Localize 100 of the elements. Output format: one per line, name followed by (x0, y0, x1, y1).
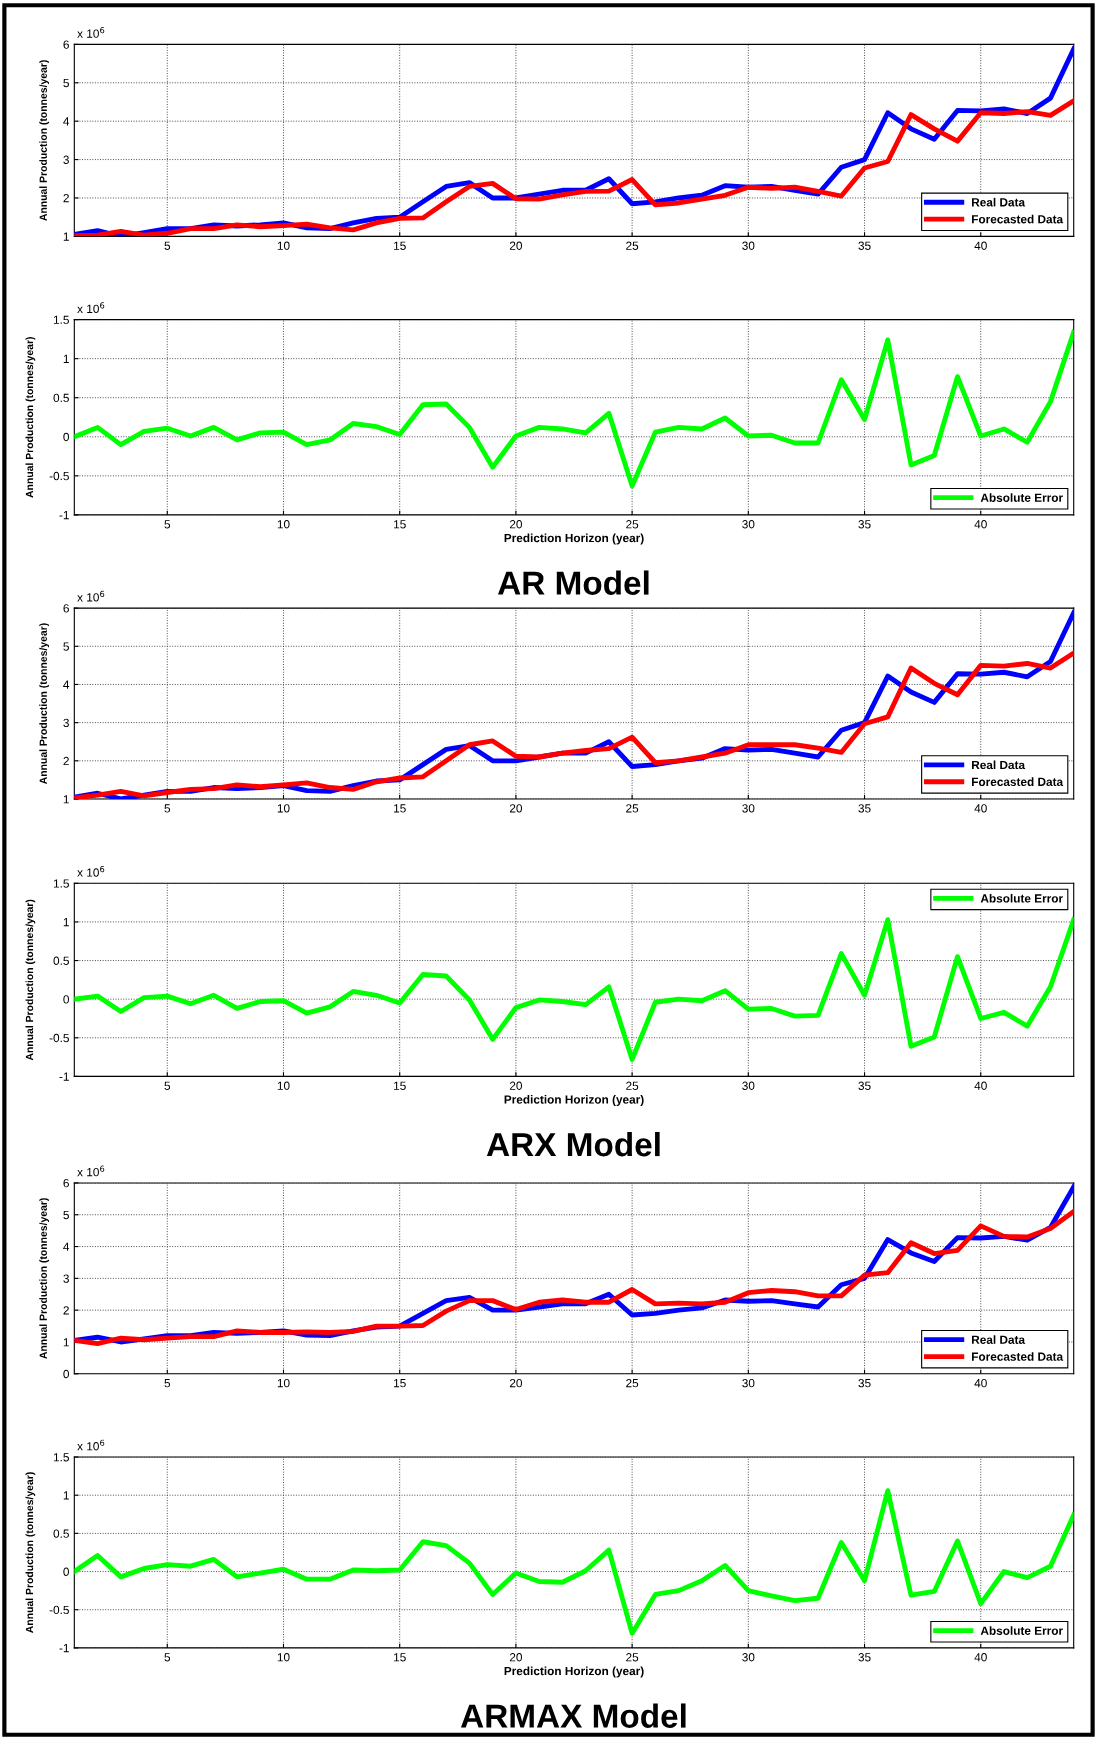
y-tick-label: 0 (63, 1567, 69, 1576)
x-tick-label: 15 (394, 241, 406, 250)
x-tick-label: 35 (858, 241, 871, 250)
x-tick-label: 20 (509, 241, 523, 250)
legend-label: Absolute Error (980, 493, 1063, 502)
text: x 10$^{6}$ (77, 590, 105, 602)
y-axis-title: Annual Production (tonnes/year) (39, 623, 49, 785)
x-tick-label: 15 (394, 804, 406, 813)
x-tick-label: 35 (858, 520, 871, 529)
text: x 10$^{6}$ (77, 1165, 105, 1177)
y-tick-label: 1.5 (53, 1453, 69, 1462)
legend-label: Forecasted Data (972, 777, 1064, 787)
legend-label: Real Data (972, 760, 1026, 770)
line-series (74, 1209, 1074, 1347)
y-tick-label: 2 (63, 1306, 69, 1315)
line-series (74, 917, 1074, 1062)
y-tick-label: 1.5 (53, 315, 69, 324)
x-tick-label: 40 (974, 1653, 987, 1662)
x-tick-label: 35 (858, 804, 871, 813)
x-tick-label: 15 (394, 1653, 406, 1662)
x-tick-label: 10 (277, 241, 290, 250)
x-tick-label: 5 (164, 804, 171, 813)
text: AR Model (498, 570, 649, 595)
x-tick-label: 30 (742, 520, 755, 529)
legend-label: Forecasted Data (972, 214, 1064, 224)
text: ARMAX Model (460, 1703, 686, 1728)
x-tick-label: 15 (394, 1081, 406, 1090)
x-tick-label: 30 (742, 1081, 755, 1090)
y-tick-label: 1 (63, 354, 69, 363)
x-tick-label: 35 (858, 1081, 871, 1090)
y-tick-label: 1 (63, 232, 69, 241)
y-tick-label: 0.5 (53, 956, 69, 965)
legend-label: Absolute Error (980, 893, 1063, 903)
x-tick-label: 25 (626, 520, 639, 529)
x-tick-label: 40 (974, 1081, 987, 1090)
x-tick-label: 10 (277, 520, 290, 529)
y-tick-label: 0.5 (53, 1529, 69, 1538)
x-axis-title: Prediction Horizon (year) (504, 1666, 644, 1678)
text: x 10$^{6}$ (77, 302, 105, 313)
y-tick-label: 0 (63, 432, 69, 442)
x-axis-title: Prediction Horizon (year) (504, 1095, 644, 1107)
y-tick-label: 0 (63, 1369, 69, 1379)
y-tick-label: -1 (59, 1072, 69, 1081)
legend-label: Real Data (972, 197, 1026, 207)
x-tick-label: 15 (394, 520, 406, 529)
x-tick-label: 5 (164, 241, 171, 250)
x-tick-label: 25 (626, 1653, 639, 1662)
x-tick-label: 25 (626, 1378, 639, 1388)
x-tick-label: 40 (974, 241, 987, 250)
y-tick-label: 0 (63, 995, 69, 1004)
y-tick-label: -0.5 (49, 1033, 69, 1043)
x-tick-label: 40 (974, 520, 987, 529)
x-tick-label: 25 (626, 1081, 639, 1090)
x-tick-label: 20 (509, 1653, 523, 1662)
x-tick-label: 5 (164, 1653, 171, 1662)
legend-label: Absolute Error (980, 1626, 1063, 1635)
y-tick-label: 1 (63, 918, 69, 927)
x-tick-label: 30 (742, 1653, 755, 1662)
y-tick-label: 1 (63, 795, 69, 804)
x-tick-label: 10 (277, 1081, 290, 1090)
x-tick-label: 25 (626, 241, 639, 250)
x-tick-label: 35 (858, 1653, 871, 1662)
y-axis-title: Annual Production (tonnes/year) (39, 1198, 49, 1359)
y-tick-label: 1.5 (53, 879, 69, 888)
y-tick-label: 4 (63, 117, 70, 126)
y-tick-label: 1 (63, 1338, 69, 1347)
legend-label: Real Data (972, 1335, 1026, 1344)
x-tick-label: 20 (509, 804, 523, 813)
x-axis-title: Prediction Horizon (year) (504, 533, 644, 545)
text: x 10$^{6}$ (77, 865, 105, 877)
y-tick-label: 5 (63, 78, 69, 88)
y-tick-label: -0.5 (49, 471, 69, 481)
text: x 10$^{6}$ (77, 27, 105, 38)
y-tick-label: -1 (59, 511, 69, 520)
y-tick-label: 5 (63, 642, 69, 651)
x-tick-label: 5 (164, 1081, 171, 1090)
y-axis-title: Annual Production (tonnes/year) (39, 60, 49, 221)
text: ARX Model (486, 1131, 660, 1157)
x-tick-label: 20 (509, 1378, 523, 1388)
x-tick-label: 25 (626, 804, 639, 813)
x-tick-label: 20 (509, 520, 523, 529)
y-tick-label: 2 (63, 194, 69, 203)
y-tick-label: 4 (63, 1242, 70, 1251)
x-tick-label: 5 (164, 520, 171, 529)
x-tick-label: 10 (277, 1653, 290, 1662)
y-axis-title: Annual Production (tonnes/year) (25, 337, 36, 498)
y-axis-title: Annual Production (tonnes/year) (25, 1472, 36, 1633)
x-tick-label: 5 (164, 1379, 171, 1388)
y-tick-label: 0.5 (53, 393, 69, 403)
x-tick-label: 30 (742, 804, 755, 813)
y-tick-label: 4 (63, 680, 70, 689)
x-tick-label: 40 (974, 804, 987, 813)
x-tick-label: 30 (742, 1378, 755, 1388)
y-tick-label: 2 (63, 756, 69, 766)
x-tick-label: 15 (394, 1379, 406, 1388)
y-tick-label: 3 (63, 1274, 69, 1283)
x-tick-label: 30 (742, 241, 755, 250)
y-tick-label: 5 (63, 1210, 69, 1220)
line-series (74, 1488, 1074, 1636)
y-tick-label: 6 (63, 604, 69, 613)
